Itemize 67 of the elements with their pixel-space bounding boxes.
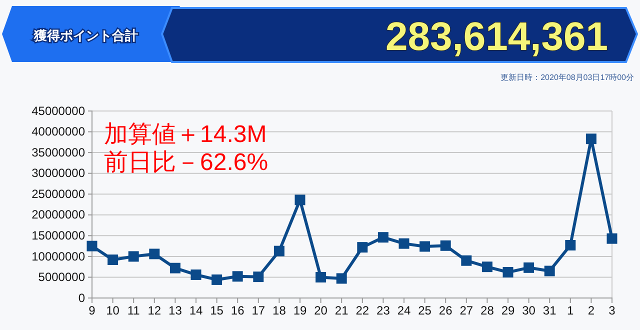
point (586, 134, 596, 144)
x-tick-label: 9 (88, 304, 96, 318)
x-tick-label: 26 (438, 304, 453, 318)
x-tick-label: 16 (230, 304, 245, 318)
x-tick-label: 24 (397, 304, 411, 318)
x-tick-label: 2 (588, 304, 595, 318)
y-tick-label: 20000000 (32, 208, 86, 222)
x-tick-label: 10 (106, 304, 120, 318)
y-tick-label: 35000000 (32, 145, 86, 160)
x-tick-label: 19 (293, 304, 307, 318)
x-tick-label: 17 (252, 304, 266, 318)
chart-title: 獲得ポイント合計 (33, 28, 138, 43)
point (253, 272, 264, 282)
point (149, 248, 160, 260)
point (565, 240, 576, 250)
point (357, 242, 368, 253)
point (336, 273, 347, 284)
x-tick-label: 15 (210, 304, 224, 318)
point (440, 240, 451, 251)
point (316, 272, 326, 282)
x-tick-label: 12 (148, 304, 162, 318)
x-tick-label: 31 (542, 304, 557, 318)
x-tick-label: 30 (522, 304, 536, 318)
point (398, 238, 410, 249)
x-tick-label: 18 (272, 304, 286, 318)
y-tick-label: 30000000 (32, 166, 86, 180)
point (420, 241, 430, 252)
point (294, 194, 306, 206)
x-tick-label: 28 (480, 304, 494, 318)
y-tick-label: 10000000 (32, 249, 86, 264)
point (378, 232, 388, 243)
y-tick-label: 0 (78, 290, 86, 305)
text: 更新日時：2020年08月03日17時00分 (500, 73, 634, 82)
x-tick-label: 25 (418, 304, 432, 318)
annotation: 前日比－62.6% (104, 149, 268, 176)
y-tick-label: 45000000 (32, 104, 86, 118)
x-tick-label: 14 (189, 304, 203, 318)
x-tick-label: 3 (608, 304, 616, 318)
point (606, 233, 618, 244)
point (482, 262, 492, 272)
x-tick-label: 27 (460, 304, 474, 318)
point (128, 251, 139, 262)
point (86, 240, 98, 252)
x-tick-label: 11 (127, 304, 140, 318)
y-tick-label: 40000000 (32, 124, 86, 139)
x-tick-label: 20 (314, 304, 328, 318)
chart-subtitle: 283,614,361 (386, 15, 608, 59)
x-tick-label: 23 (376, 304, 390, 318)
x-tick-label: 13 (168, 304, 182, 318)
point (232, 271, 243, 282)
point (212, 274, 222, 285)
point (190, 269, 202, 280)
point (524, 262, 534, 273)
point (170, 262, 180, 274)
y-tick-label: 15000000 (32, 228, 86, 243)
annotation: 加算値＋14.3M (104, 121, 267, 148)
x-tick-label: 29 (501, 304, 515, 318)
point (108, 254, 118, 266)
point (461, 255, 472, 266)
point (274, 246, 284, 256)
y-tick-label: 5000000 (38, 270, 86, 284)
y-tick-label: 25000000 (32, 186, 86, 201)
point (502, 266, 514, 278)
x-tick-label: 21 (334, 304, 349, 318)
x-tick-label: 1 (567, 304, 574, 318)
point (544, 266, 555, 276)
x-tick-label: 22 (356, 304, 370, 318)
